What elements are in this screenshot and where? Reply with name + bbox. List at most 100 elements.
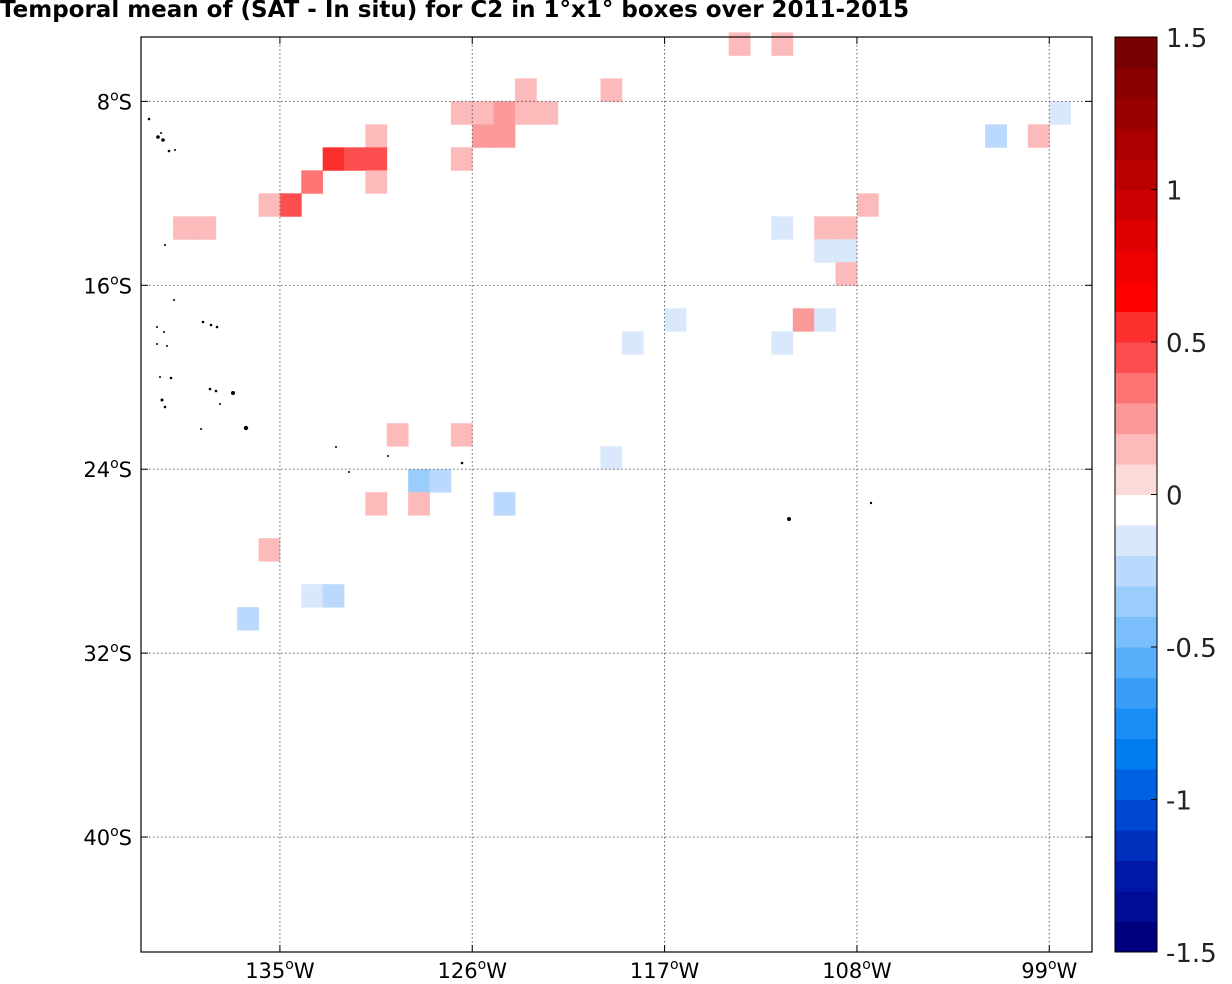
heatmap-cell [365, 124, 388, 148]
heatmap-cell [493, 492, 516, 516]
colorbar-label: 0.5 [1166, 329, 1207, 359]
heatmap-cell [600, 446, 623, 470]
heatmap-cell [814, 308, 836, 332]
heatmap-cell [728, 32, 751, 56]
colorbar-swatch [1115, 891, 1157, 922]
heatmap-cell [429, 469, 452, 493]
colorbar-swatch [1115, 799, 1157, 831]
colorbar-swatch [1115, 830, 1157, 861]
colorbar-swatch [1115, 281, 1157, 312]
colorbar-swatch [1115, 159, 1157, 190]
colorbar-swatch [1115, 342, 1157, 373]
heatmap-cell [771, 331, 794, 355]
colorbar-swatch [1115, 311, 1157, 343]
y-tick-label: 8oS [97, 88, 132, 114]
heatmap-cell [856, 193, 879, 217]
x-tick-label: 117oW [630, 957, 700, 983]
island-outlines [147, 117, 873, 521]
heatmap-cell [194, 216, 217, 240]
colorbar-label: 0 [1166, 482, 1183, 512]
x-tick-label: 108oW [822, 957, 892, 983]
heatmap-cell [450, 147, 473, 171]
heatmap-cell [322, 584, 345, 608]
colorbar-swatch [1115, 98, 1157, 129]
heatmap-cell [237, 607, 259, 631]
colorbar-swatch [1115, 860, 1157, 892]
y-tick-label: 32oS [83, 640, 132, 666]
heatmap-cell [493, 101, 516, 125]
heatmap-cell [322, 147, 345, 171]
heatmap-cell [279, 193, 302, 217]
colorbar-swatch [1115, 128, 1157, 160]
colorbar-swatch [1115, 586, 1157, 617]
heatmap-cell [301, 170, 324, 194]
chart-title: Temporal mean of (SAT - In situ) for C2 … [0, 0, 910, 23]
heatmap-cell [344, 147, 366, 171]
heatmap-cell [258, 538, 281, 562]
heatmap-cell [472, 124, 495, 148]
heatmap-cell [1027, 124, 1050, 148]
x-tick-labels: 135oW 126oW 117oW 108oW 99oW [245, 957, 1077, 983]
heatmap-cell [301, 584, 324, 608]
heatmap-cell [408, 469, 430, 493]
colorbar [1114, 36, 1158, 953]
heatmap-cell [450, 101, 473, 125]
heatmap-cell [814, 239, 836, 263]
colorbar-label: 1.5 [1166, 24, 1207, 54]
y-tick-labels: 8oS 16oS 24oS 32oS 40oS [83, 88, 132, 850]
colorbar-label: 1 [1166, 177, 1183, 207]
heatmap-cell [771, 32, 794, 56]
grid-lines [141, 37, 1092, 952]
heatmap-cell [386, 423, 409, 447]
heatmap-cell [536, 101, 559, 125]
colorbar-swatch [1115, 372, 1157, 404]
heatmap-cell [771, 216, 794, 240]
colorbar-swatch [1115, 37, 1157, 68]
colorbar-swatch [1115, 250, 1157, 282]
heatmap-cell [365, 170, 388, 194]
colorbar-swatch [1115, 525, 1157, 556]
y-tick-label: 16oS [83, 272, 132, 298]
heatmap-cell [258, 193, 281, 217]
y-tick-label: 40oS [83, 824, 132, 850]
colorbar-swatch [1115, 921, 1157, 953]
colorbar-swatch [1115, 464, 1157, 495]
heatmap-cell [514, 101, 537, 125]
heatmap-cell [450, 423, 473, 447]
colorbar-swatch [1115, 677, 1157, 709]
heatmap-cell [664, 308, 687, 332]
heatmap-cell [472, 101, 495, 125]
colorbar-swatch [1115, 433, 1157, 465]
axis-ticks [141, 37, 1092, 952]
colorbar-swatch [1115, 403, 1157, 434]
colorbar-swatch [1115, 738, 1157, 770]
colorbar-swatch [1115, 555, 1157, 587]
colorbar-swatch [1115, 494, 1157, 526]
x-tick-label: 99oW [1021, 957, 1077, 983]
heatmap-cell [814, 216, 836, 240]
colorbar-swatch [1115, 647, 1157, 678]
heatmap-cell [985, 124, 1007, 148]
colorbar-label: -0.5 [1166, 634, 1217, 664]
heatmap-cell [835, 216, 858, 240]
colorbar-swatch [1115, 616, 1157, 648]
heatmap-cell [792, 308, 815, 332]
heatmap-cell [365, 147, 388, 171]
colorbar-labels: 1.5 1 0.5 0 -0.5 -1 -1.5 [1166, 24, 1217, 969]
heatmap-cell [173, 216, 195, 240]
colorbar-swatch [1115, 769, 1157, 800]
x-tick-label: 126oW [438, 957, 508, 983]
heatmap-cell [493, 124, 516, 148]
heatmap-cell [365, 492, 388, 516]
heatmap-cell [1049, 101, 1072, 125]
y-tick-label: 24oS [83, 456, 132, 482]
heatmap-cell [408, 492, 430, 516]
plot-frame [140, 36, 1093, 953]
heatmap-cell [600, 78, 623, 102]
colorbar-label: -1.5 [1166, 939, 1217, 969]
heatmap-cell [835, 239, 858, 263]
colorbar-swatch [1115, 67, 1157, 99]
colorbar-swatch [1115, 708, 1157, 739]
heatmap-cell [621, 331, 644, 355]
